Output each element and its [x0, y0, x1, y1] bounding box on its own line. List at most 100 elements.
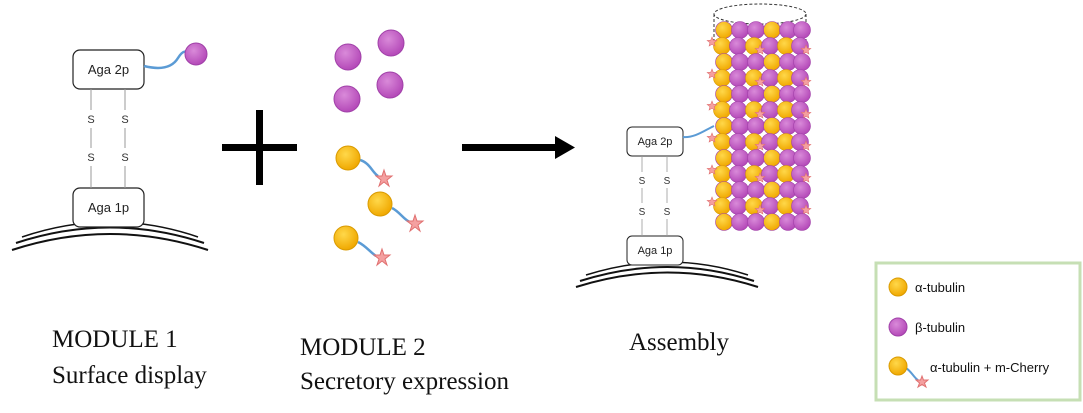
beta-tubulin-ball [793, 53, 811, 71]
s-letter: S [121, 152, 128, 164]
beta-tubulin-ball [729, 101, 747, 119]
mcherry-tag [706, 100, 718, 111]
beta-tubulin-ball [761, 101, 779, 119]
beta-tubulin-ball [761, 133, 779, 151]
aga2p-label: Aga 2p [88, 62, 129, 77]
beta-tubulin-ball [793, 181, 811, 199]
beta-tubulin-ball [747, 213, 765, 231]
beta-tubulin-ball [747, 181, 765, 199]
module-1-diagram: Aga 1p Aga 2p S S S S [11, 42, 209, 251]
mcherry-tag [706, 36, 718, 47]
beta-tubulin-ball [731, 213, 749, 231]
beta-tubulin-ball [715, 213, 733, 231]
alpha-tubulin-legend-icon [888, 277, 908, 297]
beta-tubulin-ball [731, 21, 749, 39]
beta-tubulin-ball [731, 85, 749, 103]
aga1p-box: Aga 1p [72, 187, 145, 228]
alpha-tubulin-ball [713, 133, 731, 151]
beta-tubulin-ball [333, 85, 361, 113]
alpha-tubulin-ball [713, 37, 731, 55]
beta-tubulin-ball [761, 69, 779, 87]
alpha-tubulin-ball [713, 197, 731, 215]
alpha-tubulin-ball [713, 101, 731, 119]
s-letter: S [639, 176, 646, 187]
beta-tubulin-ball [334, 43, 362, 71]
mcherry-tag [754, 172, 766, 183]
beta-tubulin-legend-icon [888, 317, 908, 337]
beta-tubulin-ball [793, 85, 811, 103]
beta-tubulin-ball [729, 69, 747, 87]
mcherry-tag [706, 196, 718, 207]
mcherry-tag [754, 76, 766, 87]
beta-tubulin-ball [729, 37, 747, 55]
beta-tubulin-ball [763, 21, 781, 39]
beta-tubulin-ball [793, 213, 811, 231]
beta-tubulin-ball [747, 85, 765, 103]
mcherry-tag [800, 44, 812, 55]
beta-tubulin-ball [731, 117, 749, 135]
beta-tubulin-ball [731, 53, 749, 71]
beta-tubulin-ball [763, 149, 781, 167]
arrow-right-icon [462, 136, 575, 159]
mcherry-tag [754, 204, 766, 215]
beta-tubulin-ball [715, 149, 733, 167]
legend: α-tubulin β-tubulin α-tubulin + m-Cherry [874, 261, 1082, 402]
mcherry-tag [706, 132, 718, 143]
beta-tubulin-ball [763, 213, 781, 231]
mcherry-tag [754, 108, 766, 119]
beta-tubulin-ball [376, 71, 404, 99]
assembly-diagram: Aga 1p Aga 2p S S S S [575, 3, 812, 288]
beta-tubulin-ball [747, 53, 765, 71]
beta-tubulin-ball [761, 197, 779, 215]
legend-label: β-tubulin [915, 320, 965, 335]
beta-tubulin-ball [715, 53, 733, 71]
mcherry-tag [754, 44, 766, 55]
alpha-mcherry-2 [367, 191, 425, 233]
mcherry-tag [800, 140, 812, 151]
mcherry-tag [800, 108, 812, 119]
beta-tubulin-ball [715, 21, 733, 39]
alpha-mcherry-legend-icon [888, 356, 930, 389]
mcherry-tag [800, 204, 812, 215]
mcherry-tag [706, 68, 718, 79]
beta-tubulin-ball [747, 149, 765, 167]
cell-membrane-2 [575, 261, 759, 288]
beta-tubulin-ball [729, 197, 747, 215]
plus-sign [222, 110, 297, 185]
disulfide-bonds [90, 89, 126, 188]
beta-tubulin-ball [747, 21, 765, 39]
module2-caption-subtitle: Secretory expression [300, 368, 509, 395]
s-letter: S [87, 114, 94, 126]
beta-tubulin-ball [793, 21, 811, 39]
microtubule [706, 21, 812, 231]
beta-tubulin-ball [763, 85, 781, 103]
mcherry-tag [800, 76, 812, 87]
module-2-diagram [333, 29, 425, 267]
beta-tubulin-ball [715, 85, 733, 103]
beta-tubulin-ball [761, 165, 779, 183]
beta-tubulin-ball [715, 181, 733, 199]
s-letter: S [664, 207, 671, 218]
beta-tubulin-ball [729, 133, 747, 151]
alpha-mcherry-3 [333, 225, 392, 267]
aga1p-label: Aga 1p [88, 200, 129, 215]
mcherry-tag [800, 172, 812, 183]
aga2p-box: Aga 2p [626, 126, 684, 157]
beta-tubulin-ball [729, 165, 747, 183]
aga2p-label: Aga 2p [638, 136, 673, 148]
mcherry-tag [706, 164, 718, 175]
beta-tubulin-ball [731, 149, 749, 167]
beta-tubulin-ball [793, 149, 811, 167]
alpha-tubulin-ball [713, 165, 731, 183]
aga1p-label: Aga 1p [638, 245, 673, 257]
s-letter: S [639, 207, 646, 218]
s-letter: S [87, 152, 94, 164]
beta-tubulin-ball [731, 181, 749, 199]
beta-tubulin-ball [763, 181, 781, 199]
beta-tubulin-ball [761, 37, 779, 55]
alpha-mcherry-1 [335, 145, 394, 188]
linker [682, 125, 715, 139]
beta-tubulin-ball [763, 53, 781, 71]
module1-caption-title: MODULE 1 [52, 326, 178, 353]
beta-tubulin-ball [763, 117, 781, 135]
